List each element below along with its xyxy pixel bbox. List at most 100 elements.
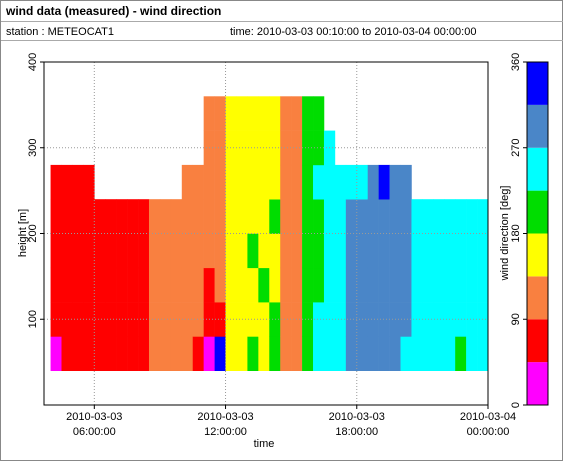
station: station : METEOCAT1 <box>6 26 114 38</box>
heat-cell <box>247 199 259 234</box>
heat-cell <box>192 164 204 200</box>
heat-cell <box>225 336 237 371</box>
heat-cell <box>148 199 161 234</box>
colorbar-tick-label: 90 <box>510 313 522 325</box>
heat-cell <box>291 199 303 234</box>
heat-cell <box>61 267 73 303</box>
heat-cell <box>159 302 172 337</box>
heat-cell <box>225 302 237 337</box>
heat-cell <box>192 267 204 303</box>
heat-cell <box>258 336 270 371</box>
colorbar-tick-label: 270 <box>510 139 522 157</box>
heat-cell <box>323 336 336 371</box>
heat-cell <box>323 199 336 234</box>
heat-cell <box>236 96 248 131</box>
heat-cell <box>367 199 379 234</box>
heat-cell <box>280 164 292 200</box>
heat-cell <box>214 130 226 166</box>
heat-cell <box>269 164 281 200</box>
heat-cell <box>334 267 347 303</box>
heat-cell <box>247 233 259 269</box>
heat-cell <box>72 199 84 234</box>
heat-cell <box>455 267 467 303</box>
heat-cell <box>203 267 215 303</box>
colorbar-swatch <box>527 62 548 105</box>
heat-cell <box>345 164 358 200</box>
heat-cell <box>127 267 139 303</box>
heat-cell <box>247 164 259 200</box>
x-tick-label: 2010-03-03 12:00:00 <box>197 411 253 438</box>
heat-cell <box>356 336 369 371</box>
heat-cell <box>61 233 73 269</box>
heat-cell <box>389 336 401 371</box>
heat-cell <box>400 164 412 200</box>
heat-cell <box>258 267 270 303</box>
heat-cell <box>269 267 281 303</box>
heat-cell <box>72 336 84 371</box>
heat-cell <box>127 336 139 371</box>
heat-cell <box>302 267 314 303</box>
heat-cell <box>313 233 325 269</box>
heat-cell <box>422 233 434 269</box>
heat-cell <box>302 164 314 200</box>
heat-cell <box>94 199 106 234</box>
heat-cell <box>181 267 194 303</box>
heat-cell <box>116 233 128 269</box>
heat-cell <box>466 199 478 234</box>
heat-cell <box>313 96 325 131</box>
heat-cell <box>181 336 194 371</box>
heat-cell <box>83 336 95 371</box>
heat-cell <box>94 233 106 269</box>
heat-cell <box>225 199 237 234</box>
heat-cell <box>378 199 390 234</box>
heat-cell <box>116 267 128 303</box>
colorbar-swatch <box>527 276 548 320</box>
heat-cell <box>302 199 314 234</box>
heat-cell <box>61 302 73 337</box>
heat-cell <box>247 302 259 337</box>
heat-cell <box>247 130 259 166</box>
heat-cell <box>269 130 281 166</box>
heat-cell <box>192 199 204 234</box>
heat-cell <box>105 267 117 303</box>
heat-cell <box>225 233 237 269</box>
x-tick-label: 2010-03-04 00:00:00 <box>460 411 516 438</box>
heat-cell <box>138 267 150 303</box>
heat-cell <box>477 233 489 269</box>
heat-cell <box>94 267 106 303</box>
heat-cell <box>50 267 62 303</box>
colorbar-label: wind direction [deg] <box>499 186 511 282</box>
heat-cell <box>203 336 215 371</box>
heat-cell <box>170 336 183 371</box>
heat-cell <box>400 336 412 371</box>
heat-cell <box>127 233 139 269</box>
heat-cell <box>192 233 204 269</box>
heat-cell <box>116 336 128 371</box>
heat-cell <box>433 302 445 337</box>
heat-cell <box>105 233 117 269</box>
heat-cell <box>313 199 325 234</box>
heat-cell <box>83 199 95 234</box>
heat-cell <box>378 302 390 337</box>
colorbar-tick-label: 360 <box>510 53 522 71</box>
heat-cell <box>400 267 412 303</box>
heat-cell <box>378 267 390 303</box>
heat-cell <box>389 164 401 200</box>
heat-cell <box>302 96 314 131</box>
heat-cell <box>389 199 401 234</box>
colorbar-swatch <box>527 147 548 191</box>
x-axis-label: time <box>254 438 275 450</box>
heat-cell <box>367 336 379 371</box>
heat-cell <box>236 233 248 269</box>
heat-cell <box>214 96 226 131</box>
heat-cell <box>214 199 226 234</box>
heat-cell <box>345 233 358 269</box>
colorbar-swatch <box>527 319 548 363</box>
heat-cell <box>50 336 62 371</box>
heat-cell <box>72 164 84 200</box>
colorbar-swatch <box>527 190 548 234</box>
heat-cell <box>269 96 281 131</box>
heat-cell <box>334 336 347 371</box>
